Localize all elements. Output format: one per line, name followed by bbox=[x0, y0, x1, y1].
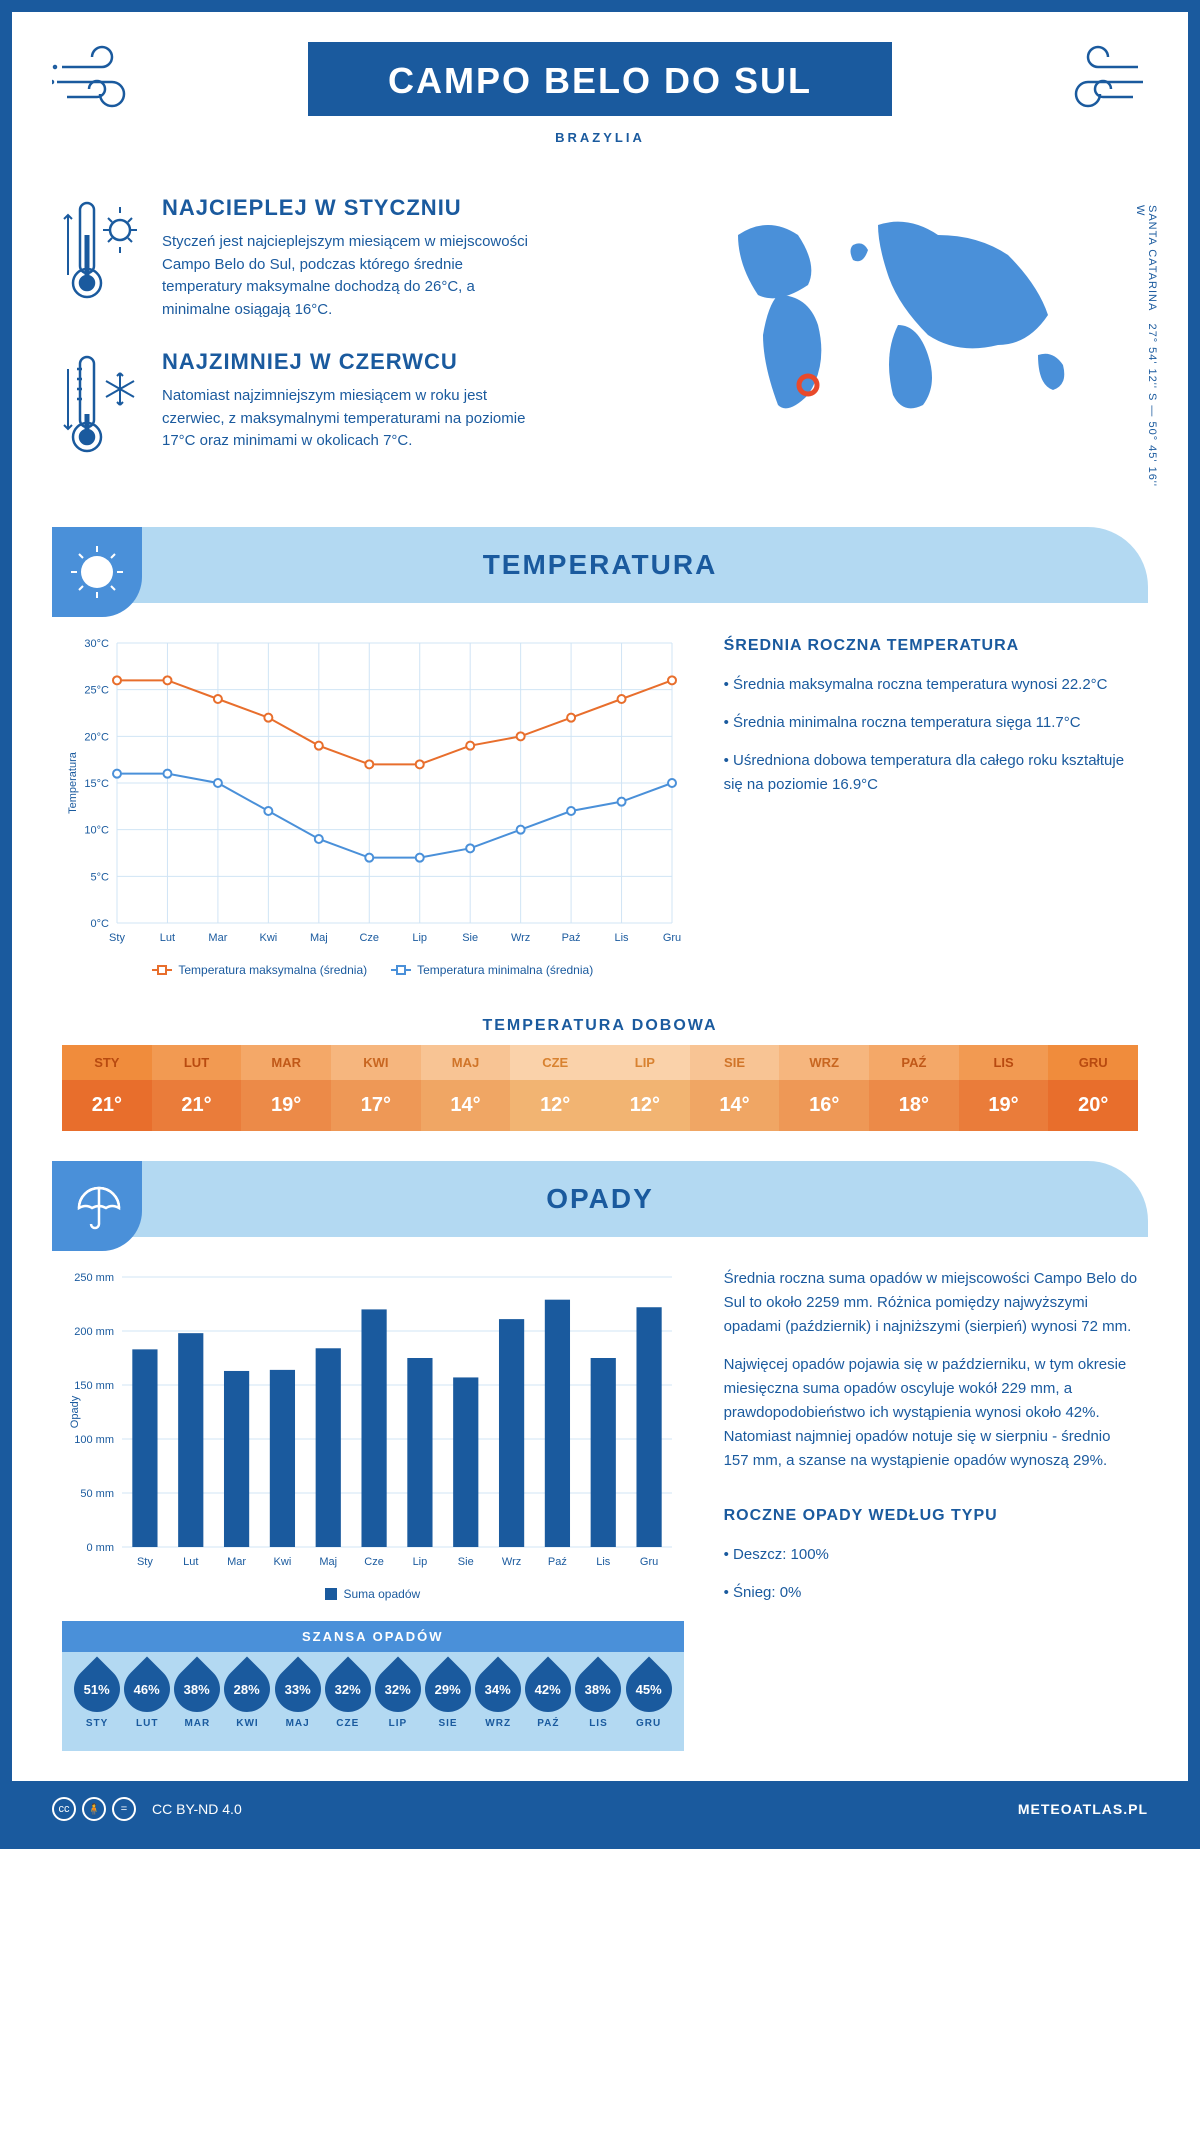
sun-icon bbox=[52, 527, 142, 617]
svg-text:Lip: Lip bbox=[413, 1556, 428, 1568]
svg-text:200 mm: 200 mm bbox=[74, 1326, 114, 1338]
chance-drop: 45%GRU bbox=[624, 1666, 674, 1729]
svg-text:Sty: Sty bbox=[109, 932, 125, 944]
svg-text:Mar: Mar bbox=[227, 1556, 246, 1568]
temp-table-col: GRU20° bbox=[1048, 1045, 1138, 1131]
svg-text:Lip: Lip bbox=[412, 932, 427, 944]
chance-drops-row: 51%STY46%LUT38%MAR28%KWI33%MAJ32%CZE32%L… bbox=[62, 1652, 684, 1735]
wind-icon bbox=[1048, 42, 1148, 112]
thermo-cold-icon bbox=[62, 349, 142, 459]
chance-drop: 34%WRZ bbox=[473, 1666, 523, 1729]
world-map: SANTA CATARINA 27° 54' 12'' S — 50° 45' … bbox=[698, 195, 1138, 487]
svg-text:100 mm: 100 mm bbox=[74, 1434, 114, 1446]
country-label: BRAZYLIA bbox=[12, 130, 1188, 145]
svg-text:Wrz: Wrz bbox=[502, 1556, 521, 1568]
temp-table-col: LIS19° bbox=[959, 1045, 1049, 1131]
svg-text:20°C: 20°C bbox=[84, 731, 109, 743]
svg-text:Lut: Lut bbox=[160, 932, 175, 944]
temp-table-col: WRZ16° bbox=[779, 1045, 869, 1131]
page-header: CAMPO BELO DO SUL BRAZYLIA bbox=[12, 12, 1188, 155]
precip-summary: Średnia roczna suma opadów w miejscowośc… bbox=[724, 1267, 1138, 1751]
chance-title: SZANSA OPADÓW bbox=[62, 1621, 684, 1652]
by-icon: 🧍 bbox=[82, 1797, 106, 1821]
temp-table-col: LIP12° bbox=[600, 1045, 690, 1131]
license-text: CC BY-ND 4.0 bbox=[152, 1801, 242, 1817]
temp-table-col: LUT21° bbox=[152, 1045, 242, 1131]
svg-text:Gru: Gru bbox=[640, 1556, 658, 1568]
svg-text:Maj: Maj bbox=[310, 932, 328, 944]
legend-min: .legend-marker[style*='4a90d9']::after{b… bbox=[391, 963, 593, 977]
svg-text:250 mm: 250 mm bbox=[74, 1272, 114, 1284]
svg-text:Gru: Gru bbox=[663, 932, 681, 944]
svg-text:30°C: 30°C bbox=[84, 638, 109, 650]
chance-drop: 46%LUT bbox=[122, 1666, 172, 1729]
svg-text:Lut: Lut bbox=[183, 1556, 198, 1568]
site-name: METEOATLAS.PL bbox=[1018, 1801, 1148, 1817]
chance-drop: 51%STY bbox=[72, 1666, 122, 1729]
temp-section-header: TEMPERATURA bbox=[52, 527, 1148, 603]
svg-text:150 mm: 150 mm bbox=[74, 1380, 114, 1392]
svg-text:50 mm: 50 mm bbox=[80, 1488, 114, 1500]
precipitation-bar-chart: 0 mm 50 mm 100 mm 150 mm 200 mm 250 mm Sty Lut M… bbox=[62, 1267, 682, 1577]
svg-text:Kwi: Kwi bbox=[259, 932, 277, 944]
svg-text:Opady: Opady bbox=[69, 1395, 81, 1428]
temp-table-col: MAR19° bbox=[241, 1045, 331, 1131]
svg-text:Lis: Lis bbox=[596, 1556, 611, 1568]
chance-drop: 28%KWI bbox=[222, 1666, 272, 1729]
svg-text:Wrz: Wrz bbox=[511, 932, 530, 944]
svg-text:Cze: Cze bbox=[364, 1556, 384, 1568]
nd-icon: = bbox=[112, 1797, 136, 1821]
cc-icon: cc bbox=[52, 1797, 76, 1821]
svg-text:Paź: Paź bbox=[562, 932, 581, 944]
chance-drop: 42%PAŹ bbox=[523, 1666, 573, 1729]
svg-text:Sie: Sie bbox=[462, 932, 478, 944]
wind-icon bbox=[52, 42, 152, 112]
precip-section-header: OPADY bbox=[52, 1161, 1148, 1237]
svg-text:Kwi: Kwi bbox=[274, 1556, 292, 1568]
svg-text:Lis: Lis bbox=[615, 932, 630, 944]
legend-max: .legend-marker[style*='e86e2c']::after{b… bbox=[152, 963, 367, 977]
legend-precip: Suma opadów bbox=[325, 1587, 420, 1601]
hot-heading: NAJCIEPLEJ W STYCZNIU bbox=[162, 195, 542, 221]
svg-text:Sty: Sty bbox=[137, 1556, 153, 1568]
svg-text:Temperatura: Temperatura bbox=[67, 751, 79, 814]
chance-drop: 38%MAR bbox=[172, 1666, 222, 1729]
svg-text:Sie: Sie bbox=[458, 1556, 474, 1568]
page-footer: cc 🧍 = CC BY-ND 4.0 METEOATLAS.PL bbox=[12, 1781, 1188, 1837]
chance-drop: 29%SIE bbox=[423, 1666, 473, 1729]
chance-drop: 38%LIS bbox=[573, 1666, 623, 1729]
umbrella-icon bbox=[52, 1161, 142, 1251]
svg-text:0 mm: 0 mm bbox=[87, 1542, 115, 1554]
daily-temp-title: TEMPERATURA DOBOWA bbox=[12, 1017, 1188, 1035]
thermo-hot-icon bbox=[62, 195, 142, 321]
svg-text:Paź: Paź bbox=[548, 1556, 567, 1568]
chance-drop: 33%MAJ bbox=[273, 1666, 323, 1729]
hot-text: Styczeń jest najcieplejszym miesiącem w … bbox=[162, 231, 542, 321]
svg-text:Maj: Maj bbox=[319, 1556, 337, 1568]
svg-text:Mar: Mar bbox=[208, 932, 227, 944]
temp-table-col: PAŹ18° bbox=[869, 1045, 959, 1131]
temperature-line-chart: 0°C 5°C 10°C 15°C 20°C 25°C 30°C Sty Lut Mar Kwi Ma… bbox=[62, 633, 682, 953]
temp-table-col: MAJ14° bbox=[421, 1045, 511, 1131]
temp-summary: ŚREDNIA ROCZNA TEMPERATURA • Średnia mak… bbox=[724, 633, 1138, 977]
chance-drop: 32%CZE bbox=[323, 1666, 373, 1729]
chance-drop: 32%LIP bbox=[373, 1666, 423, 1729]
page-title: CAMPO BELO DO SUL bbox=[308, 42, 892, 116]
svg-text:Cze: Cze bbox=[359, 932, 379, 944]
svg-text:5°C: 5°C bbox=[91, 871, 110, 883]
daily-temp-table: STY21°LUT21°MAR19°KWI17°MAJ14°CZE12°LIP1… bbox=[62, 1045, 1138, 1131]
coordinates: SANTA CATARINA 27° 54' 12'' S — 50° 45' … bbox=[1134, 205, 1158, 487]
temp-table-col: STY21° bbox=[62, 1045, 152, 1131]
svg-text:25°C: 25°C bbox=[84, 685, 109, 697]
cold-text: Natomiast najzimniejszym miesiącem w rok… bbox=[162, 385, 542, 453]
svg-text:10°C: 10°C bbox=[84, 825, 109, 837]
cold-heading: NAJZIMNIEJ W CZERWCU bbox=[162, 349, 542, 375]
svg-text:0°C: 0°C bbox=[91, 918, 110, 930]
svg-text:15°C: 15°C bbox=[84, 778, 109, 790]
temp-table-col: CZE12° bbox=[510, 1045, 600, 1131]
temp-table-col: KWI17° bbox=[331, 1045, 421, 1131]
temp-table-col: SIE14° bbox=[690, 1045, 780, 1131]
